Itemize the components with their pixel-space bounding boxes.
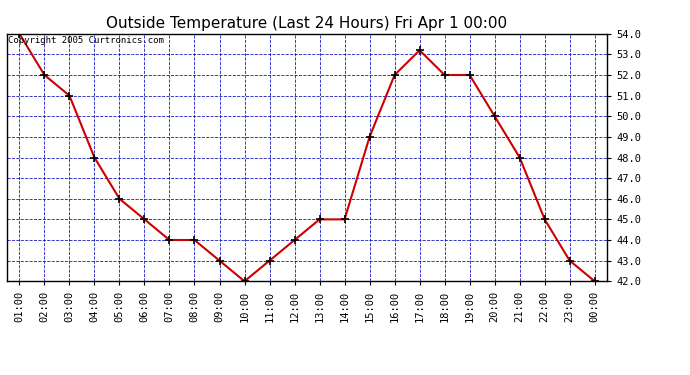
Text: Copyright 2005 Curtronics.com: Copyright 2005 Curtronics.com [8,36,164,45]
Title: Outside Temperature (Last 24 Hours) Fri Apr 1 00:00: Outside Temperature (Last 24 Hours) Fri … [106,16,508,31]
